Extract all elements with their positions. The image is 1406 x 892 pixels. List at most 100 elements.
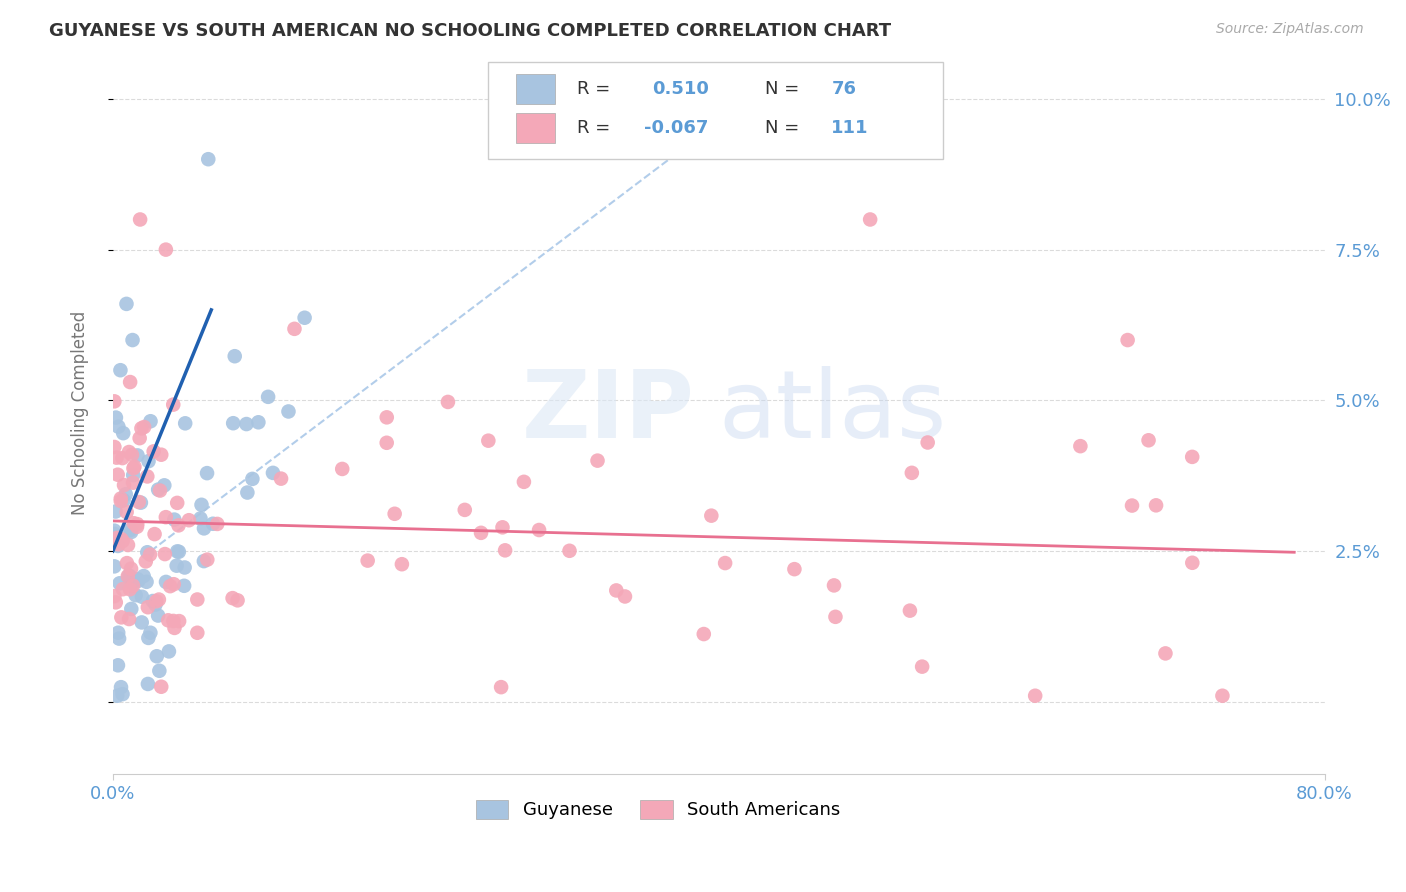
Point xyxy=(193,521,215,535)
Point xyxy=(120,375,142,389)
Point xyxy=(121,448,143,462)
Point xyxy=(1211,689,1233,703)
Text: 76: 76 xyxy=(831,80,856,98)
Point xyxy=(470,525,492,540)
Point xyxy=(375,435,398,450)
Point xyxy=(163,621,186,635)
Point xyxy=(103,524,125,538)
Point xyxy=(107,467,129,482)
Point xyxy=(146,483,169,497)
Point xyxy=(107,533,129,548)
Point xyxy=(163,513,186,527)
Point xyxy=(186,592,208,607)
Point xyxy=(136,545,159,559)
Point xyxy=(356,553,378,567)
Point xyxy=(105,689,128,703)
Point xyxy=(103,559,125,574)
Point xyxy=(437,395,460,409)
Y-axis label: No Schooling Completed: No Schooling Completed xyxy=(72,310,89,515)
Point xyxy=(153,547,176,561)
Point xyxy=(118,582,141,597)
Point xyxy=(173,579,195,593)
Point xyxy=(1116,333,1139,347)
Point xyxy=(1181,556,1204,570)
Point xyxy=(142,594,165,608)
Point xyxy=(586,453,609,467)
Point xyxy=(103,440,125,454)
Point xyxy=(823,578,845,592)
Point xyxy=(108,576,131,591)
Text: GUYANESE VS SOUTH AMERICAN NO SCHOOLING COMPLETED CORRELATION CHART: GUYANESE VS SOUTH AMERICAN NO SCHOOLING … xyxy=(49,22,891,40)
Point xyxy=(911,659,934,673)
Point xyxy=(901,466,924,480)
Point xyxy=(157,644,180,658)
Point xyxy=(121,575,143,590)
Point xyxy=(107,419,129,434)
Point xyxy=(824,610,846,624)
Point xyxy=(270,472,292,486)
Point xyxy=(111,582,134,597)
Point xyxy=(117,569,139,583)
Point xyxy=(142,444,165,458)
Point xyxy=(489,680,512,694)
Point xyxy=(138,631,160,645)
Point xyxy=(294,310,316,325)
Point xyxy=(122,475,145,490)
Point xyxy=(120,602,142,616)
Point xyxy=(111,687,134,701)
Point xyxy=(136,600,159,615)
Point xyxy=(190,498,212,512)
Point xyxy=(103,527,125,541)
Point xyxy=(783,562,806,576)
Point xyxy=(605,583,627,598)
Point xyxy=(150,680,173,694)
Point xyxy=(122,468,145,483)
Point xyxy=(110,363,132,377)
Point xyxy=(131,421,153,435)
Point xyxy=(157,613,180,627)
Point xyxy=(115,556,138,570)
Point xyxy=(1069,439,1091,453)
Point xyxy=(197,152,219,166)
Point xyxy=(195,552,218,566)
Point xyxy=(148,664,170,678)
Point xyxy=(283,322,305,336)
Point xyxy=(125,520,148,534)
Point xyxy=(527,523,550,537)
Point xyxy=(110,494,132,508)
Text: 0.510: 0.510 xyxy=(652,80,709,98)
Point xyxy=(193,554,215,568)
Point xyxy=(139,548,162,562)
FancyBboxPatch shape xyxy=(488,62,943,159)
Point xyxy=(221,591,243,606)
Point xyxy=(159,579,181,593)
Point xyxy=(166,558,188,573)
Point xyxy=(115,505,138,519)
Point xyxy=(121,333,143,347)
Point xyxy=(242,472,264,486)
Point xyxy=(207,516,229,531)
Point xyxy=(148,592,170,607)
Point xyxy=(155,243,177,257)
Point xyxy=(105,531,128,545)
Point xyxy=(391,558,413,572)
Point xyxy=(110,610,132,624)
Point xyxy=(128,495,150,509)
Point xyxy=(330,462,353,476)
Point xyxy=(257,390,280,404)
Point xyxy=(138,454,160,468)
Point xyxy=(1137,434,1160,448)
Point xyxy=(226,593,249,607)
Point xyxy=(104,504,127,518)
Point xyxy=(110,532,132,546)
Point xyxy=(162,614,184,628)
Point xyxy=(859,212,882,227)
Point xyxy=(898,604,921,618)
Point xyxy=(155,574,177,589)
Point xyxy=(115,297,138,311)
Point xyxy=(166,496,188,510)
Point xyxy=(104,410,127,425)
Point xyxy=(124,459,146,474)
Point xyxy=(127,574,149,588)
Text: N =: N = xyxy=(765,80,799,98)
